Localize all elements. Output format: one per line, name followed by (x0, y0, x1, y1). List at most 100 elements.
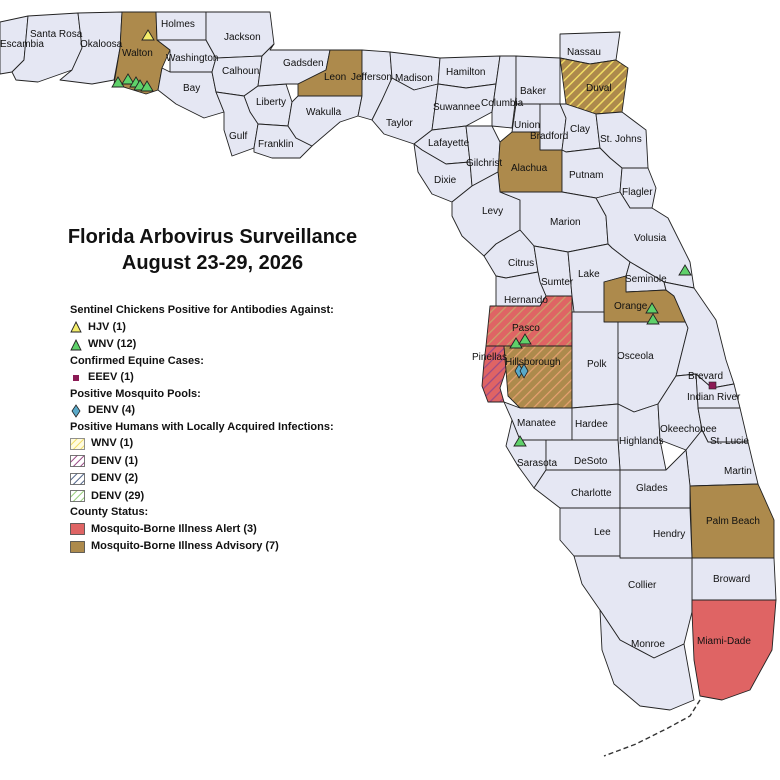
label-hendry: Hendry (653, 529, 685, 540)
label-columbia: Columbia (481, 98, 524, 109)
legend-status-heading: County Status: (70, 506, 149, 518)
legend-advisory-label: Mosquito-Borne Illness Advisory (7) (91, 540, 279, 552)
label-lafayette: Lafayette (428, 138, 470, 149)
county-lee (559, 507, 621, 557)
denv-pool-marker (519, 363, 529, 379)
legend-denv-pool-label: DENV (4) (88, 404, 136, 416)
legend-equine-heading: Confirmed Equine Cases: (70, 354, 204, 367)
label-bradford: Bradford (530, 131, 568, 142)
legend-alert: Mosquito-Borne Illness Alert (3) (70, 521, 334, 539)
wnv-marker (140, 80, 154, 92)
label-sumter: Sumter (541, 277, 574, 288)
label-union: Union (514, 120, 540, 131)
legend-advisory: Mosquito-Borne Illness Advisory (7) (70, 538, 334, 556)
legend-wnv: WNV (12) (70, 336, 334, 354)
label-manatee: Manatee (517, 418, 556, 429)
purple-square-icon (73, 374, 79, 381)
legend-human-denv1-label: DENV (1) (91, 454, 139, 467)
label-leon: Leon (324, 72, 346, 83)
legend-human-denv1: DENV (1) (70, 453, 334, 471)
label-wakulla: Wakulla (306, 107, 342, 118)
label-clay: Clay (570, 124, 590, 135)
label-hillsborough: Hillsborough (505, 357, 561, 368)
legend-human-wnv-label: WNV (1) (91, 437, 134, 449)
label-collier: Collier (628, 580, 657, 591)
county-hillsborough (503, 345, 573, 409)
wnv-marker (111, 76, 125, 88)
eeev-marker (708, 381, 717, 390)
label-highlands: Highlands (619, 436, 663, 447)
county-wakulla (287, 95, 363, 147)
label-gulf: Gulf (229, 131, 248, 142)
label-holmes: Holmes (161, 19, 195, 30)
label-gilchrist: Gilchrist (466, 158, 502, 169)
label-suwannee: Suwannee (433, 102, 481, 113)
label-desoto: DeSoto (574, 456, 608, 467)
legend-denv-pool: DENV (4) (70, 402, 334, 420)
legend-eeev-label: EEEV (1) (88, 371, 134, 383)
label-walton: Walton (122, 48, 153, 59)
green-hatch-swatch-icon (70, 490, 85, 503)
label-pasco: Pasco (512, 323, 540, 334)
legend-wnv-label: WNV (12) (88, 338, 137, 350)
wnv-marker (518, 333, 532, 345)
label-baker: Baker (520, 86, 547, 97)
label-dixie: Dixie (434, 175, 457, 186)
title-line-2: August 23-29, 2026 (121, 252, 304, 274)
advisory-swatch-icon (70, 540, 85, 553)
purple-hatch-swatch-icon (70, 455, 85, 468)
legend-human-denv29-label: DENV (29) (91, 489, 145, 502)
label-citrus: Citrus (508, 258, 534, 269)
alert-swatch-icon (70, 523, 85, 536)
map-markers (111, 29, 717, 447)
green-triangle-icon (70, 338, 82, 351)
legend: Sentinel Chickens Positive for Antibodie… (70, 303, 334, 556)
label-hardee: Hardee (575, 419, 608, 430)
label-okeechobee: Okeechobee (660, 424, 717, 435)
legend-pools-heading: Positive Mosquito Pools: (70, 387, 201, 400)
label-alachua: Alachua (511, 163, 548, 174)
label-escambia: Escambia (0, 39, 44, 50)
yellow-hatch-swatch-icon (70, 437, 85, 450)
county-bradford (539, 103, 567, 151)
label-glades: Glades (636, 483, 668, 494)
florida-keys (603, 699, 701, 757)
label-sarasota: Sarasota (517, 458, 557, 469)
legend-human-denv2-label: DENV (2) (91, 472, 139, 484)
label-orange: Orange (614, 301, 648, 312)
label-jefferson: Jefferson (351, 72, 392, 83)
label-martin: Martin (724, 466, 752, 477)
label-pinellas: Pinellas (472, 352, 507, 363)
legend-human-denv29: DENV (29) (70, 488, 334, 506)
label-hernando: Hernando (504, 295, 548, 306)
label-levy: Levy (482, 206, 503, 217)
county-miami-dade (691, 599, 777, 701)
label-marion: Marion (550, 217, 581, 228)
wnv-marker (121, 73, 135, 85)
label-gadsden: Gadsden (283, 58, 324, 69)
county-monroe (599, 609, 695, 711)
label-lake: Lake (578, 269, 600, 280)
label-calhoun: Calhoun (222, 66, 259, 77)
label-bay: Bay (183, 83, 200, 94)
label-lee: Lee (594, 527, 611, 538)
label-hamilton: Hamilton (446, 67, 485, 78)
label-polk: Polk (587, 359, 607, 370)
hjv-marker (141, 29, 155, 41)
map-title: Florida Arbovirus Surveillance August 23… (20, 224, 405, 276)
label-miami-dade: Miami-Dade (697, 636, 751, 647)
legend-hjv: HJV (1) (70, 319, 334, 337)
label-indian-river: Indian River (687, 392, 741, 403)
wnv-marker (678, 264, 692, 276)
wnv-marker (645, 302, 659, 314)
wnv-marker (646, 313, 660, 325)
label-taylor: Taylor (386, 118, 413, 129)
label-liberty: Liberty (256, 97, 286, 108)
label-putnam: Putnam (569, 170, 603, 181)
label-flagler: Flagler (622, 187, 653, 198)
label-franklin: Franklin (258, 139, 294, 150)
label-palm-beach: Palm Beach (706, 516, 760, 527)
legend-chickens-heading: Sentinel Chickens Positive for Antibodie… (70, 304, 334, 316)
label-charlotte: Charlotte (571, 488, 612, 499)
